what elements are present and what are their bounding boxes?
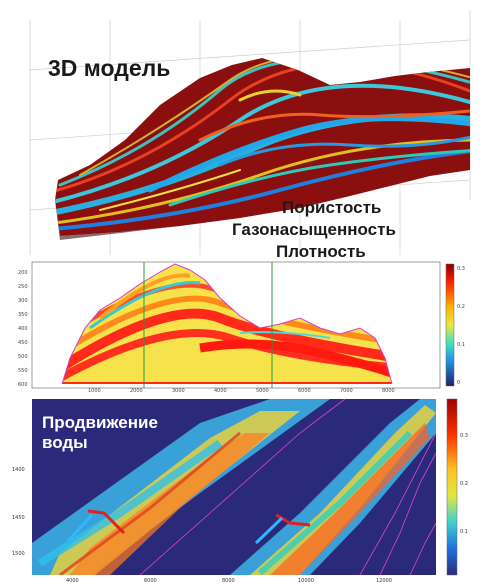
x-tick: 6000 bbox=[144, 578, 157, 584]
water-advance-y-axis: 1400 1450 1500 bbox=[12, 467, 25, 557]
water-advance-colorbar bbox=[446, 398, 458, 576]
x-tick: 4000 bbox=[66, 578, 79, 584]
colorbar-tick: 0.1 bbox=[460, 529, 468, 535]
y-tick: 500 bbox=[18, 354, 28, 360]
y-tick: 1500 bbox=[12, 551, 25, 557]
y-tick: 1400 bbox=[12, 467, 25, 473]
x-tick: 8000 bbox=[382, 388, 395, 393]
colorbar-tick: 0.3 bbox=[457, 266, 465, 272]
x-tick: 4000 bbox=[214, 388, 227, 393]
x-tick: 1000 bbox=[88, 388, 101, 393]
y-tick: 450 bbox=[18, 340, 28, 346]
cross-section-view: 200 250 300 350 400 450 500 550 600 1000… bbox=[18, 261, 465, 393]
cross-section-colorbar bbox=[445, 263, 455, 387]
colorbar-ticks: 0.3 0.2 0.1 0 bbox=[457, 266, 465, 386]
water-advance-x-axis: 4000 6000 8000 10000 12000 bbox=[66, 578, 392, 584]
y-tick: 600 bbox=[18, 382, 28, 388]
section-outline bbox=[61, 263, 393, 385]
y-tick: 1450 bbox=[12, 515, 25, 521]
x-tick: 7000 bbox=[340, 388, 353, 393]
y-tick: 550 bbox=[18, 368, 28, 374]
x-tick: 3000 bbox=[172, 388, 185, 393]
y-tick: 250 bbox=[18, 284, 28, 290]
cross-section-x-axis: 1000 2000 3000 4000 5000 6000 7000 8000 bbox=[88, 388, 395, 393]
x-tick: 6000 bbox=[298, 388, 311, 393]
y-tick: 400 bbox=[18, 326, 28, 332]
model-3d-panel: 3D модель Пористость Газонасыщенность Пл… bbox=[0, 0, 488, 258]
x-tick: 12000 bbox=[376, 578, 392, 584]
colorbar-tick: 0.3 bbox=[460, 433, 468, 439]
property-density: Плотность bbox=[276, 242, 366, 258]
colorbar-ticks: 0.3 0.2 0.1 bbox=[460, 433, 468, 535]
y-tick: 200 bbox=[18, 270, 28, 276]
colorbar-tick: 0.2 bbox=[460, 481, 468, 487]
cross-section-panel: 200 250 300 350 400 450 500 550 600 1000… bbox=[0, 258, 488, 393]
water-advance-title-line1: Продвижение bbox=[42, 413, 158, 432]
colorbar-tick: 0 bbox=[457, 380, 460, 386]
x-tick: 8000 bbox=[222, 578, 235, 584]
model-title: 3D модель bbox=[48, 55, 170, 81]
property-porosity: Пористость bbox=[282, 198, 381, 217]
property-gas-saturation: Газонасыщенность bbox=[232, 220, 396, 239]
water-advance-panel: Продвижение воды 1400 1450 1500 4000 600… bbox=[0, 393, 488, 588]
y-tick: 300 bbox=[18, 298, 28, 304]
water-advance-view: Продвижение воды 1400 1450 1500 4000 600… bbox=[12, 398, 468, 584]
water-advance-bands bbox=[32, 399, 436, 575]
water-advance-title-line2: воды bbox=[42, 433, 88, 452]
model-3d-view: 3D модель Пористость Газонасыщенность Пл… bbox=[29, 10, 471, 258]
x-tick: 10000 bbox=[298, 578, 314, 584]
y-tick: 350 bbox=[18, 312, 28, 318]
colorbar-tick: 0.2 bbox=[457, 304, 465, 310]
x-tick: 2000 bbox=[130, 388, 143, 393]
colorbar-tick: 0.1 bbox=[457, 342, 465, 348]
cross-section-y-axis: 200 250 300 350 400 450 500 550 600 bbox=[18, 270, 28, 388]
x-tick: 5000 bbox=[256, 388, 269, 393]
